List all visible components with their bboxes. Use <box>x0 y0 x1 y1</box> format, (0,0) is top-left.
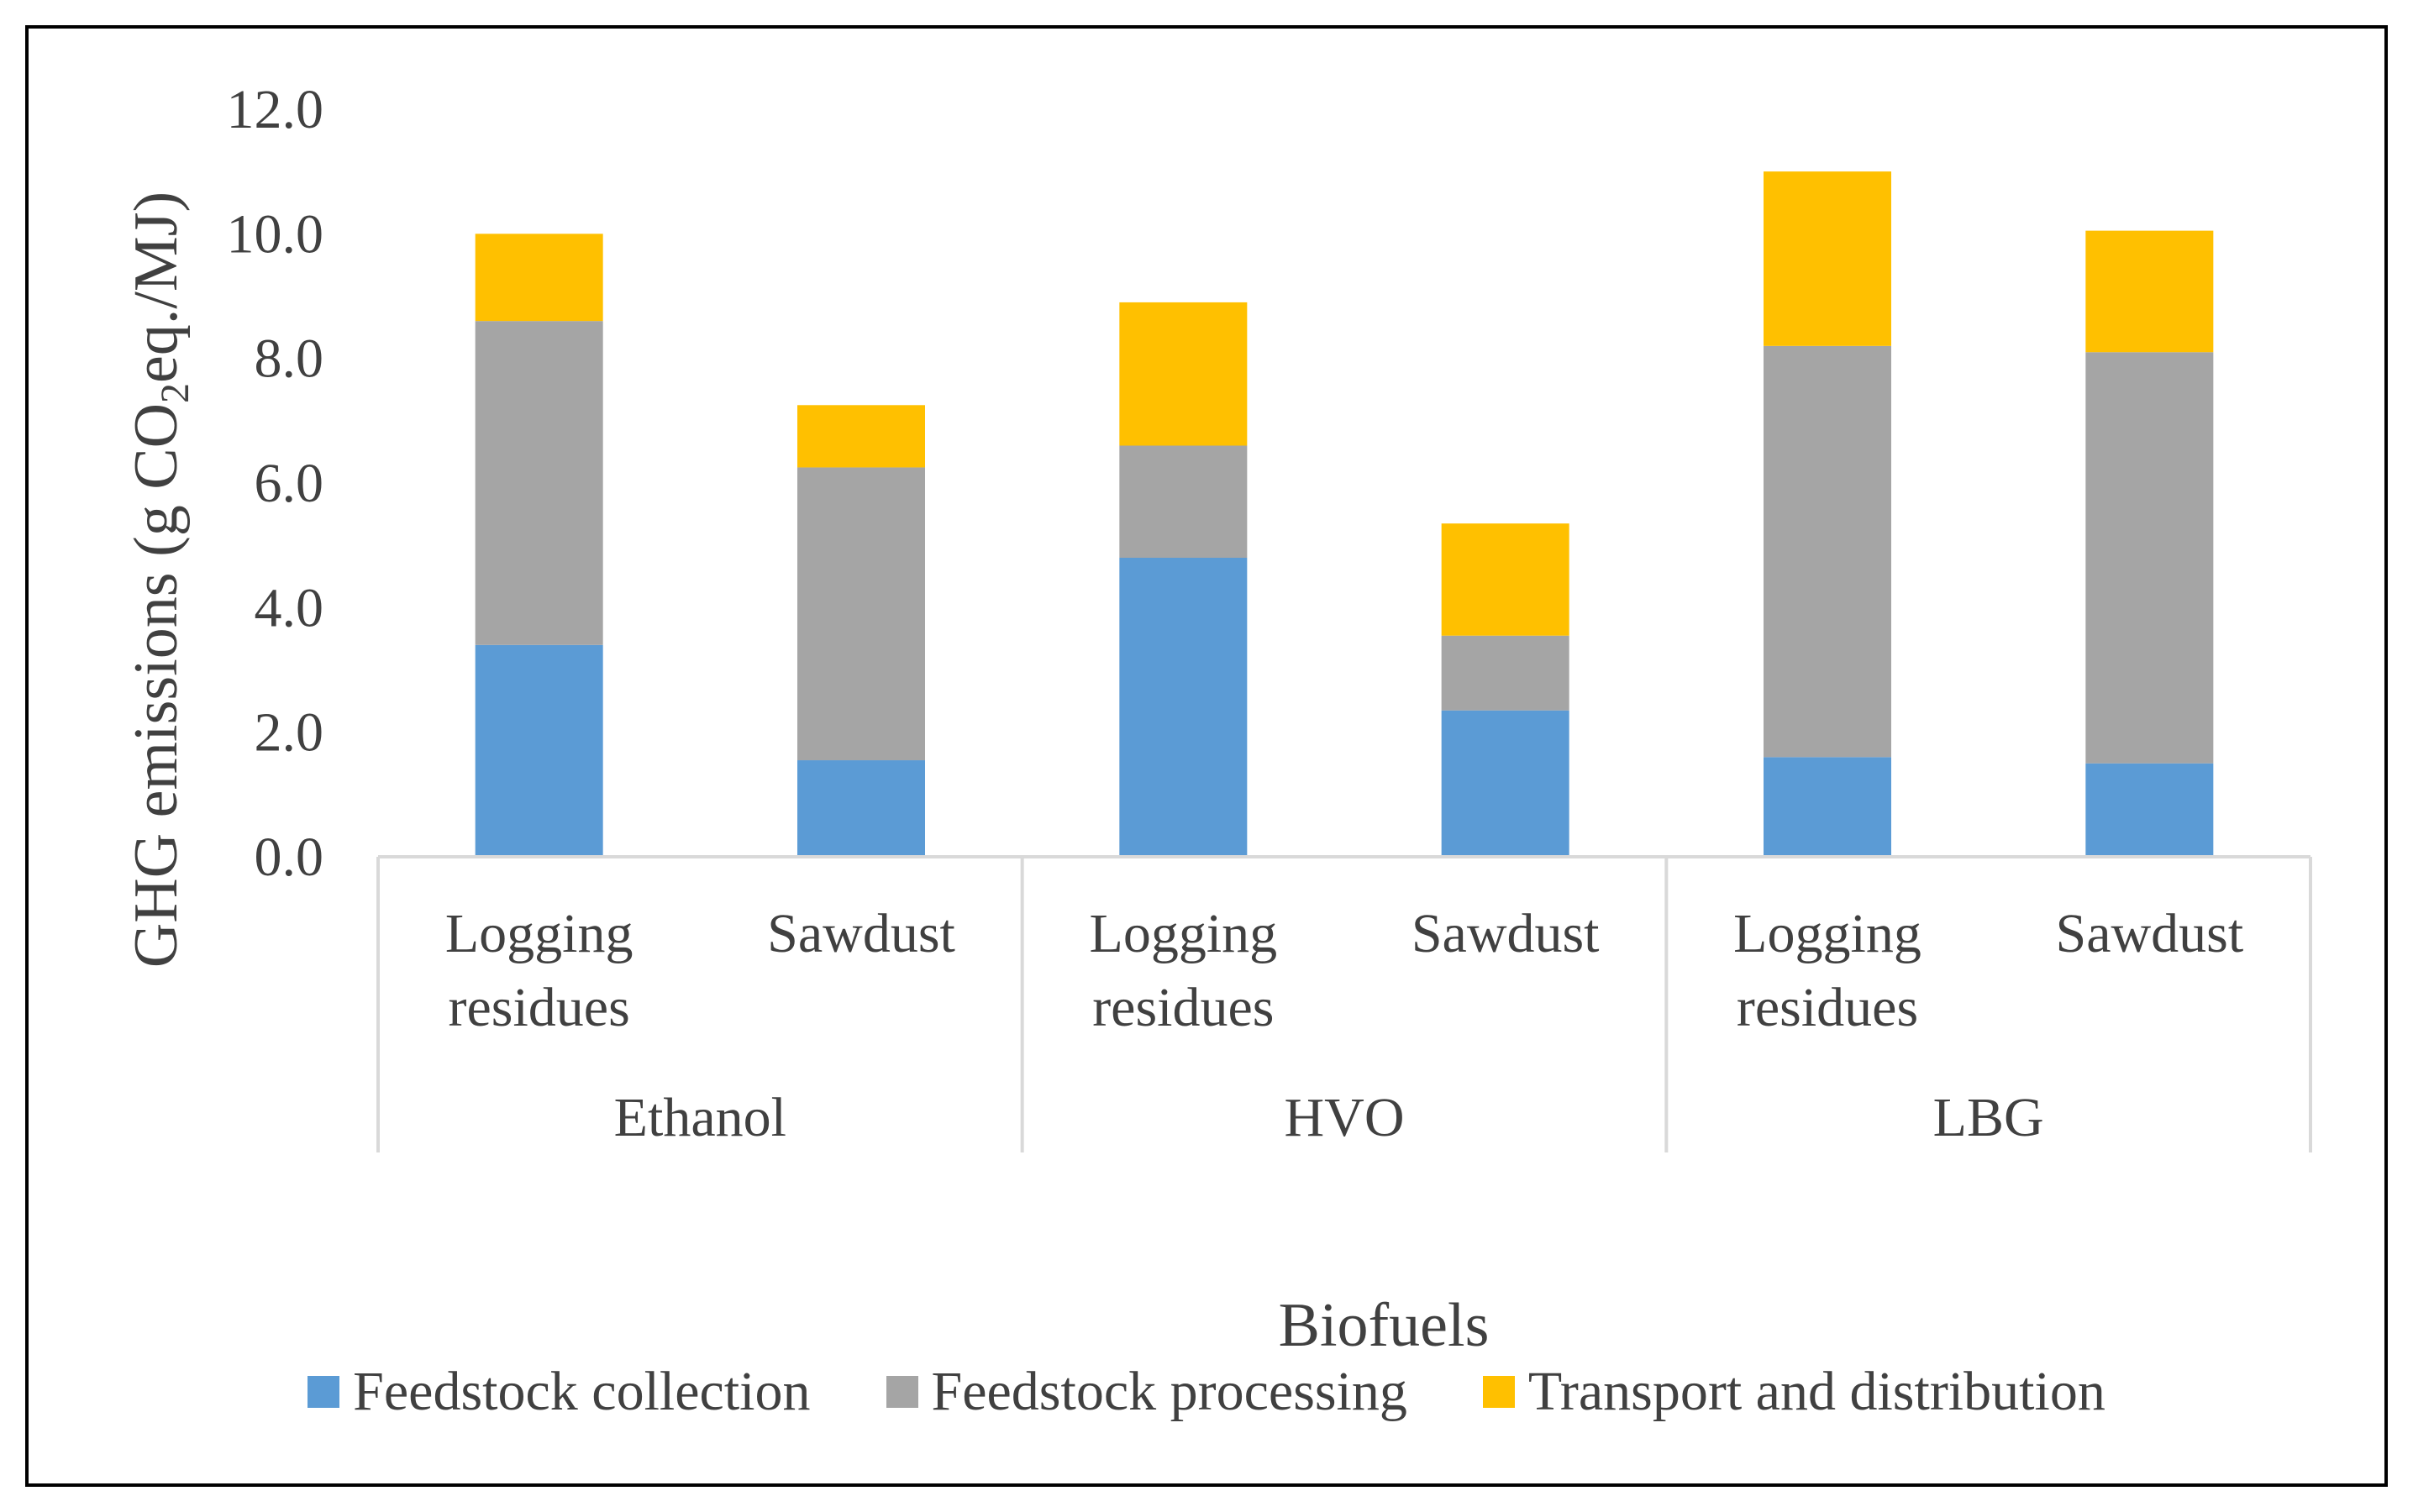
bar-segment-transport-and-distribution <box>1119 302 1248 446</box>
bar-segment-transport-and-distribution <box>2085 230 2214 353</box>
x-category-label: Sawdust <box>1412 903 1600 964</box>
legend-item: Feedstock collection <box>308 1360 811 1424</box>
bar-segment-transport-and-distribution <box>1764 171 1891 346</box>
bar-segment-transport-and-distribution <box>475 234 603 322</box>
y-tick-label: 2.0 <box>255 702 324 764</box>
bar-segment-feedstock-collection <box>2085 763 2214 857</box>
legend-item: Feedstock processing <box>886 1360 1407 1424</box>
x-category-label: Logging residues <box>1733 903 1921 1038</box>
y-tick-label: 8.0 <box>255 328 324 390</box>
y-tick-label: 10.0 <box>227 203 324 265</box>
y-tick-label: 12.0 <box>227 79 324 140</box>
bar-segment-feedstock-processing <box>2085 352 2214 764</box>
y-title-subscript: 2 <box>153 383 197 403</box>
bar-segment-feedstock-collection <box>1441 710 1569 857</box>
legend-swatch <box>308 1376 340 1408</box>
x-group-label: Ethanol <box>614 1087 786 1148</box>
bar-segment-transport-and-distribution <box>797 405 925 468</box>
bar-segment-feedstock-collection <box>797 760 925 857</box>
bar-segment-feedstock-processing <box>475 321 603 645</box>
bar-segment-feedstock-collection <box>475 644 603 857</box>
x-category-label: Sawdust <box>2055 903 2243 964</box>
x-axis: Logging residues Sawdust Logging residues Saw… <box>376 855 2312 1152</box>
bar-segment-feedstock-processing <box>1441 635 1569 711</box>
y-axis-title: GHG emissions (g CO2eq./MJ) <box>122 192 197 968</box>
x-category-label: Logging residues <box>445 903 633 1038</box>
legend-label: Feedstock processing <box>931 1361 1407 1422</box>
legend-swatch <box>1482 1376 1515 1408</box>
x-category-label: Logging residues <box>1090 903 1278 1038</box>
x-category-label: Sawdust <box>767 903 955 964</box>
bar-segment-feedstock-collection <box>1764 757 1891 857</box>
x-axis-title: Biofuels <box>1279 1291 1490 1360</box>
x-group-label: LBG <box>1933 1087 2044 1148</box>
bar-segment-feedstock-processing <box>797 467 925 761</box>
legend-label: Feedstock collection <box>353 1361 811 1422</box>
y-tick-label: 4.0 <box>255 577 324 638</box>
bar-segment-feedstock-processing <box>1119 445 1248 558</box>
bar-segment-transport-and-distribution <box>1441 523 1569 636</box>
legend-swatch <box>886 1376 918 1408</box>
y-title-text: GHG emissions (g CO <box>122 403 191 968</box>
x-group-label: HVO <box>1285 1087 1405 1148</box>
bar-segment-feedstock-processing <box>1764 345 1891 758</box>
bars <box>475 171 2214 857</box>
y-tick-label: 6.0 <box>255 453 324 514</box>
y-title-text-end: eq./MJ) <box>122 192 191 383</box>
y-axis: 0.0 2.0 4.0 6.0 8.0 10.0 12.0 <box>227 79 324 888</box>
legend: Feedstock collection Feedstock processing… <box>0 1354 2413 1430</box>
bar-segment-feedstock-collection <box>1119 558 1248 857</box>
y-tick-label: 0.0 <box>255 827 324 888</box>
legend-item: Transport and distribution <box>1482 1360 2105 1424</box>
legend-label: Transport and distribution <box>1527 1361 2105 1422</box>
